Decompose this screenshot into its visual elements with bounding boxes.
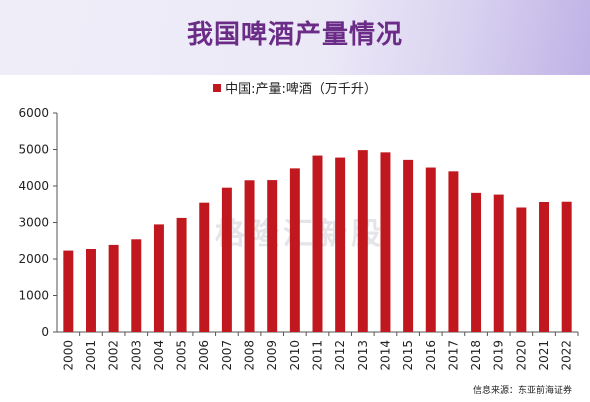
x-tick-label: 2014 — [378, 340, 392, 371]
x-tick-label: 2020 — [514, 340, 528, 371]
x-tick-label: 2019 — [492, 340, 506, 371]
bar — [199, 202, 210, 332]
x-tick-label: 2005 — [175, 340, 189, 371]
bar-series — [63, 150, 572, 332]
bar — [108, 244, 119, 332]
bar — [448, 171, 459, 332]
x-tick-label: 2016 — [424, 340, 438, 371]
y-tick-label: 3000 — [18, 216, 49, 230]
legend-label: 中国:产量:啤酒（万千升） — [225, 82, 377, 97]
bar — [312, 155, 323, 332]
bar — [403, 159, 414, 332]
chart-legend: 中国:产量:啤酒（万千升） — [0, 78, 590, 97]
y-tick-label: 0 — [41, 325, 49, 339]
x-tick-label: 2008 — [243, 340, 257, 371]
y-tick-label: 6000 — [18, 106, 49, 120]
x-tick-label: 2015 — [401, 340, 415, 371]
bar — [380, 152, 391, 332]
y-tick-label: 1000 — [18, 289, 49, 303]
x-tick-label: 2003 — [129, 340, 143, 371]
bar — [516, 207, 527, 332]
source-note: 信息来源：东亚前海证券 — [472, 386, 572, 396]
y-tick-label: 4000 — [18, 179, 49, 193]
x-tick-label: 2012 — [333, 340, 347, 371]
bar — [471, 192, 482, 332]
bar — [289, 168, 300, 332]
bar — [357, 150, 368, 332]
x-tick-label: 2006 — [197, 340, 211, 371]
bar — [221, 187, 232, 332]
x-tick-label: 2004 — [152, 340, 166, 371]
bar — [131, 239, 142, 332]
x-tick-label: 2017 — [446, 340, 460, 371]
bar — [176, 217, 187, 332]
bar — [493, 194, 504, 332]
bar — [267, 180, 278, 332]
bar — [425, 167, 436, 332]
y-tick-label: 2000 — [18, 252, 49, 266]
x-tick-label: 2010 — [288, 340, 302, 371]
bar — [539, 201, 550, 332]
y-tick-label: 5000 — [18, 143, 49, 157]
legend-swatch — [213, 84, 222, 92]
title-band-background — [0, 0, 590, 75]
x-tick-label: 2018 — [469, 340, 483, 371]
bar — [335, 157, 346, 332]
chart-title: 我国啤酒产量情况 — [186, 20, 403, 50]
x-tick-label: 2013 — [356, 340, 370, 371]
bar — [63, 250, 74, 332]
x-tick-label: 2021 — [537, 340, 551, 371]
bar — [153, 224, 164, 332]
x-tick-label: 2022 — [560, 340, 574, 371]
x-tick-label: 2002 — [107, 340, 121, 371]
x-tick-label: 2001 — [84, 340, 98, 371]
bar — [561, 201, 572, 332]
bar — [244, 180, 255, 332]
x-tick-label: 2009 — [265, 340, 279, 371]
x-tick-label: 2000 — [61, 340, 75, 371]
x-tick-label: 2007 — [220, 340, 234, 371]
bar — [85, 248, 96, 332]
x-tick-label: 2011 — [311, 340, 325, 371]
